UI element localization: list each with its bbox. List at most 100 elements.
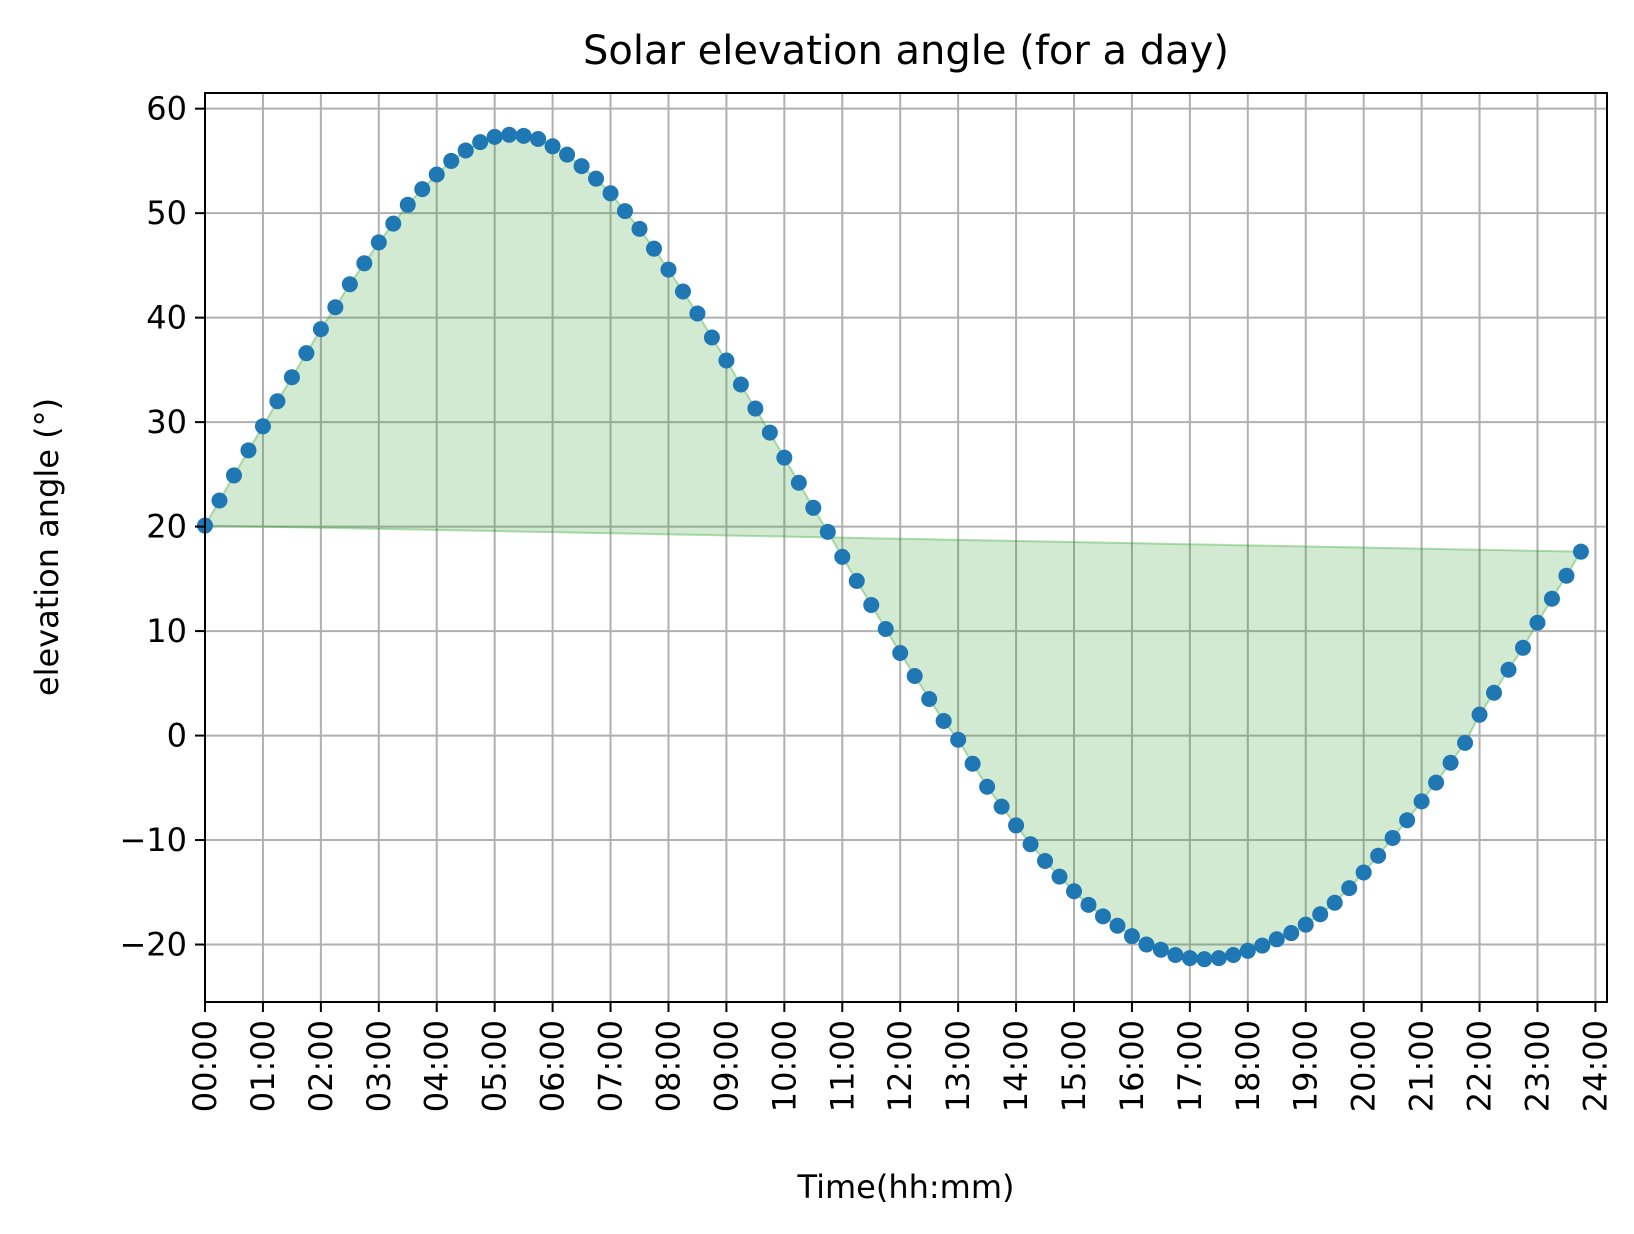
data-point — [935, 712, 952, 729]
data-point — [1008, 817, 1025, 834]
x-axis: 00:00 01:00 02:00 03:00 04:00 05:00 06:00 07:00… — [186, 1002, 1614, 1112]
data-point — [1066, 883, 1083, 900]
data-point — [819, 523, 836, 540]
data-point — [1022, 836, 1039, 853]
x-tick-label: 24:00 — [1576, 1020, 1614, 1112]
x-tick-label: 10:00 — [765, 1020, 803, 1112]
grid — [204, 93, 1607, 1002]
data-point — [544, 138, 561, 155]
x-tick-label: 03:00 — [360, 1020, 398, 1112]
x-tick-label: 22:00 — [1461, 1020, 1499, 1112]
data-point — [877, 620, 894, 637]
data-point — [1297, 916, 1314, 933]
x-tick-label: 14:00 — [997, 1020, 1035, 1112]
data-point — [1514, 639, 1531, 656]
data-point — [1384, 829, 1401, 846]
x-tick-label: 15:00 — [1055, 1020, 1093, 1112]
data-point — [240, 442, 257, 459]
y-tick-label: 30 — [146, 403, 187, 441]
data-point — [979, 778, 996, 795]
data-point — [950, 731, 967, 748]
data-point — [515, 127, 532, 144]
x-tick-label: 05:00 — [476, 1020, 514, 1112]
y-tick-label: 50 — [146, 194, 187, 232]
data-point — [863, 596, 880, 613]
data-point — [747, 400, 764, 417]
x-tick-label: 23:00 — [1518, 1020, 1556, 1112]
data-point — [1399, 812, 1416, 829]
data-point — [486, 128, 503, 145]
y-tick-label: 10 — [146, 612, 187, 650]
data-point — [457, 142, 474, 159]
data-point — [790, 474, 807, 491]
x-tick-label: 20:00 — [1345, 1020, 1383, 1112]
data-point — [1109, 917, 1126, 934]
x-tick-label: 18:00 — [1229, 1020, 1267, 1112]
x-tick-label: 02:00 — [302, 1020, 340, 1112]
y-tick-label: −10 — [119, 821, 187, 859]
y-axis-label: elevation angle (°) — [28, 398, 66, 696]
x-tick-label: 01:00 — [244, 1020, 282, 1112]
data-point — [414, 181, 431, 198]
data-point — [1123, 928, 1140, 945]
data-point — [602, 185, 619, 202]
data-point — [1457, 734, 1474, 751]
data-point — [1428, 774, 1445, 791]
data-point — [356, 255, 373, 272]
x-tick-label: 11:00 — [823, 1020, 861, 1112]
data-point — [370, 234, 387, 251]
data-point — [703, 329, 720, 346]
data-point — [1196, 951, 1213, 968]
data-point — [341, 276, 358, 293]
data-point — [834, 548, 851, 565]
x-tick-label: 21:00 — [1403, 1020, 1441, 1112]
data-point — [674, 283, 691, 300]
data-point — [1225, 946, 1242, 963]
data-point — [631, 220, 648, 237]
data-point — [1268, 931, 1285, 948]
data-point — [1239, 942, 1256, 959]
data-point — [428, 166, 445, 183]
data-point — [761, 424, 778, 441]
data-point — [645, 240, 662, 257]
data-point — [573, 158, 590, 175]
data-point — [1500, 661, 1517, 678]
data-point — [501, 126, 518, 143]
data-point — [588, 170, 605, 187]
y-tick-label: 20 — [146, 508, 187, 546]
data-point — [776, 449, 793, 466]
data-point — [385, 215, 402, 232]
data-point — [906, 668, 923, 685]
x-tick-label: 13:00 — [939, 1020, 977, 1112]
y-axis: 60 50 40 30 20 10 0 −10 −20 — [119, 90, 205, 964]
data-point — [530, 130, 547, 147]
data-point — [327, 299, 344, 316]
data-point — [1529, 614, 1546, 631]
data-point — [1413, 793, 1430, 810]
data-point — [1138, 936, 1155, 953]
data-point — [892, 645, 909, 662]
x-tick-label: 09:00 — [707, 1020, 745, 1112]
data-point — [472, 134, 489, 151]
data-point — [269, 393, 286, 410]
data-points — [197, 126, 1589, 968]
data-point — [1210, 950, 1227, 967]
fill-between-area — [203, 133, 1583, 961]
data-point — [1370, 847, 1387, 864]
data-point — [1152, 941, 1169, 958]
data-point — [732, 376, 749, 393]
y-tick-label: −20 — [119, 926, 187, 964]
data-point — [443, 152, 460, 169]
data-point — [312, 321, 329, 338]
chart-title: Solar elevation angle (for a day) — [583, 28, 1229, 74]
data-point — [1326, 894, 1343, 911]
data-point — [1181, 950, 1198, 967]
data-point — [1254, 937, 1271, 954]
x-tick-label: 07:00 — [592, 1020, 630, 1112]
data-point — [1051, 868, 1068, 885]
data-point — [1486, 684, 1503, 701]
data-point — [211, 492, 228, 509]
x-tick-label: 00:00 — [186, 1020, 224, 1112]
data-point — [1572, 543, 1589, 560]
